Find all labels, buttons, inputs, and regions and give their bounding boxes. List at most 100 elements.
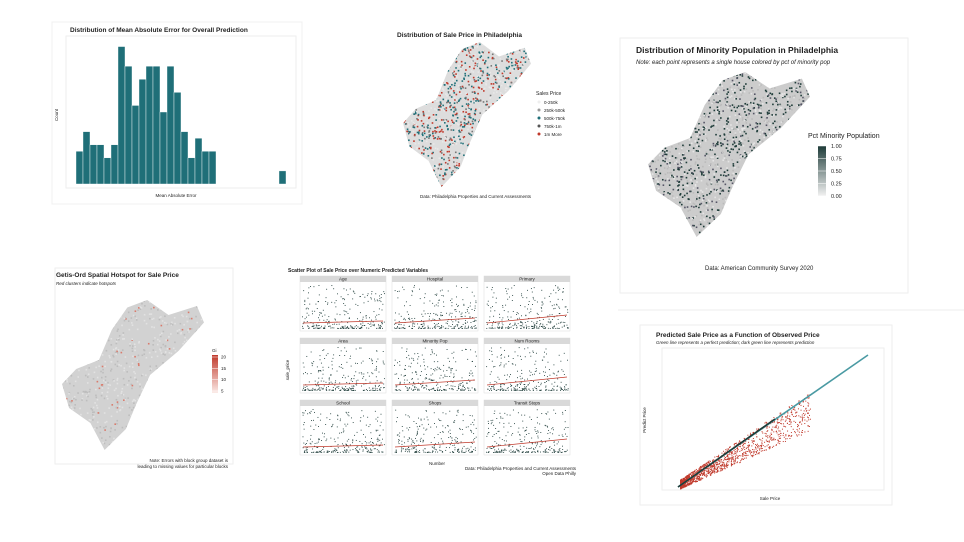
title: Distribution of Mean Absolute Error for …	[70, 27, 248, 34]
map-point	[454, 109, 457, 111]
map-point	[530, 107, 531, 110]
map-point	[723, 171, 726, 173]
map-point	[414, 111, 417, 113]
map-point	[122, 338, 124, 340]
map-point	[698, 199, 701, 202]
map-point	[458, 163, 461, 165]
map-point	[737, 87, 740, 90]
map-point	[681, 176, 684, 178]
map-point	[706, 221, 709, 224]
map-point	[435, 74, 437, 76]
map-point	[484, 179, 487, 181]
map-point	[491, 51, 493, 54]
map-point	[106, 391, 109, 394]
map-point	[410, 172, 413, 174]
map-point	[172, 347, 175, 350]
map-point	[470, 164, 473, 167]
map-point	[498, 109, 500, 112]
map-point	[741, 129, 744, 131]
map-point	[495, 120, 498, 123]
map-point	[434, 178, 437, 181]
map-point	[491, 140, 494, 143]
map-point	[519, 82, 521, 84]
map-point	[485, 112, 488, 114]
map-point	[495, 155, 497, 157]
map-point	[487, 129, 490, 132]
facet-strip	[300, 276, 386, 282]
map-point	[446, 82, 448, 84]
map-point	[772, 103, 774, 106]
map-point	[461, 85, 464, 88]
bar	[131, 105, 140, 185]
map-point	[429, 165, 432, 168]
map-point	[441, 163, 444, 166]
map-point	[704, 161, 707, 163]
map-point	[651, 173, 654, 175]
map-point	[695, 155, 698, 157]
map-point	[469, 51, 472, 53]
map-point	[489, 130, 492, 133]
map-point	[116, 365, 119, 368]
map-point	[530, 120, 531, 123]
map-point	[732, 136, 735, 139]
map-point	[705, 202, 708, 204]
map-point	[468, 55, 471, 57]
map-point	[446, 94, 448, 97]
map-point	[159, 316, 161, 319]
map-point	[478, 135, 481, 137]
map-point	[131, 362, 134, 365]
map-point	[665, 160, 667, 163]
map-point	[723, 128, 726, 130]
map-point	[474, 136, 477, 139]
map-point	[697, 128, 700, 131]
map-point	[405, 74, 408, 77]
map-point	[437, 108, 440, 111]
map-point	[698, 223, 700, 226]
map-point	[513, 180, 516, 183]
map-point	[442, 109, 445, 111]
map-point	[497, 180, 500, 183]
map-point	[482, 122, 485, 125]
map-point	[438, 117, 440, 120]
map-point	[523, 180, 525, 183]
map-point	[428, 77, 430, 79]
map-point	[506, 94, 508, 97]
map-point	[517, 162, 519, 165]
map-point	[153, 326, 155, 329]
map-point	[439, 109, 441, 111]
map-point	[672, 176, 675, 178]
map-point	[710, 182, 713, 184]
map-point	[727, 174, 730, 176]
map-point	[680, 207, 683, 210]
map-point	[478, 134, 481, 137]
map-point	[728, 133, 730, 135]
map-point	[519, 77, 521, 80]
map-point	[91, 411, 94, 414]
bar	[75, 151, 84, 185]
map-point	[487, 56, 490, 59]
map-point	[441, 186, 443, 187]
map-point	[482, 118, 484, 120]
map-point	[454, 171, 456, 174]
map-point	[417, 68, 419, 70]
map-point	[505, 110, 508, 113]
map-point	[517, 117, 519, 119]
map-point	[160, 352, 163, 354]
map-point	[460, 143, 462, 146]
map-point	[483, 143, 485, 146]
map-point	[117, 349, 120, 351]
map-point	[498, 77, 500, 80]
map-point	[87, 395, 89, 398]
map-point	[702, 212, 705, 215]
map-point	[527, 93, 530, 96]
map-point	[703, 174, 705, 177]
map-point	[442, 177, 444, 180]
map-point	[446, 62, 449, 65]
map-point	[731, 182, 734, 185]
map-point	[134, 346, 136, 348]
map-point	[461, 105, 464, 108]
map-point	[166, 339, 169, 342]
map-point	[519, 107, 522, 110]
map-point	[524, 143, 526, 146]
map-point	[516, 62, 518, 65]
